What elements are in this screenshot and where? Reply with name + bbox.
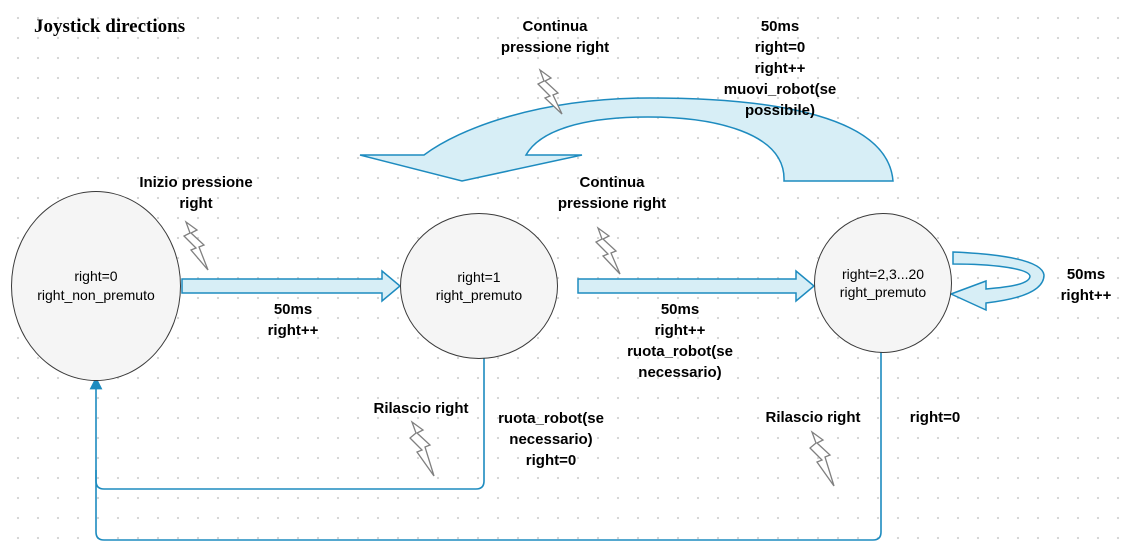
lightning-icon-rilascio-1 [409,420,435,477]
state-0-label: right_non_premuto [37,287,155,303]
release-line-2 [95,349,882,541]
event-continua-top: Continua pressione right [500,18,610,56]
lightning-icon-rilascio-2 [809,430,835,487]
state-right-1: right=1 right_premuto [400,213,558,359]
action-0-1: 50ms right++ [267,301,319,339]
action-release-1: ruota_robot(se necessario) right=0 [498,410,604,469]
event-inizio-pressione: Inizio pressione right [139,174,253,212]
event-rilascio-2: Rilascio right [765,409,861,426]
loop-arrow-top [359,97,894,182]
state-2-label: right_premuto [839,284,927,300]
transition-arrow-0-1 [181,269,402,303]
state-right-2-20: right=2,3...20 right_premuto [814,213,952,353]
event-rilascio-1: Rilascio right [373,400,469,417]
action-self-loop: 50ms right++ [1060,266,1112,304]
release-line-1 [89,356,485,490]
state-1-label: right_premuto [435,287,523,303]
state-right-0: right=0 right_non_premuto [11,191,181,381]
event-continua-mid: Continua pressione right [557,174,667,212]
transition-arrow-1-2 [577,269,816,303]
state-1-value: right=1 [457,269,501,285]
action-loop-top: 50ms right=0 right++ muovi_robot(se possibil… [723,18,837,119]
self-loop-arrow [949,251,1045,312]
action-1-2: 50ms right++ ruota_robot(se necessario) [627,301,733,381]
diagram-title: Joystick directions [34,16,186,37]
lightning-icon-inizio [182,220,209,271]
lightning-icon-continua-top [536,68,563,115]
state-0-value: right=0 [74,268,118,284]
lightning-icon-continua [594,226,621,275]
state-2-value: right=2,3...20 [841,266,925,282]
action-release-2: right=0 [909,409,961,426]
